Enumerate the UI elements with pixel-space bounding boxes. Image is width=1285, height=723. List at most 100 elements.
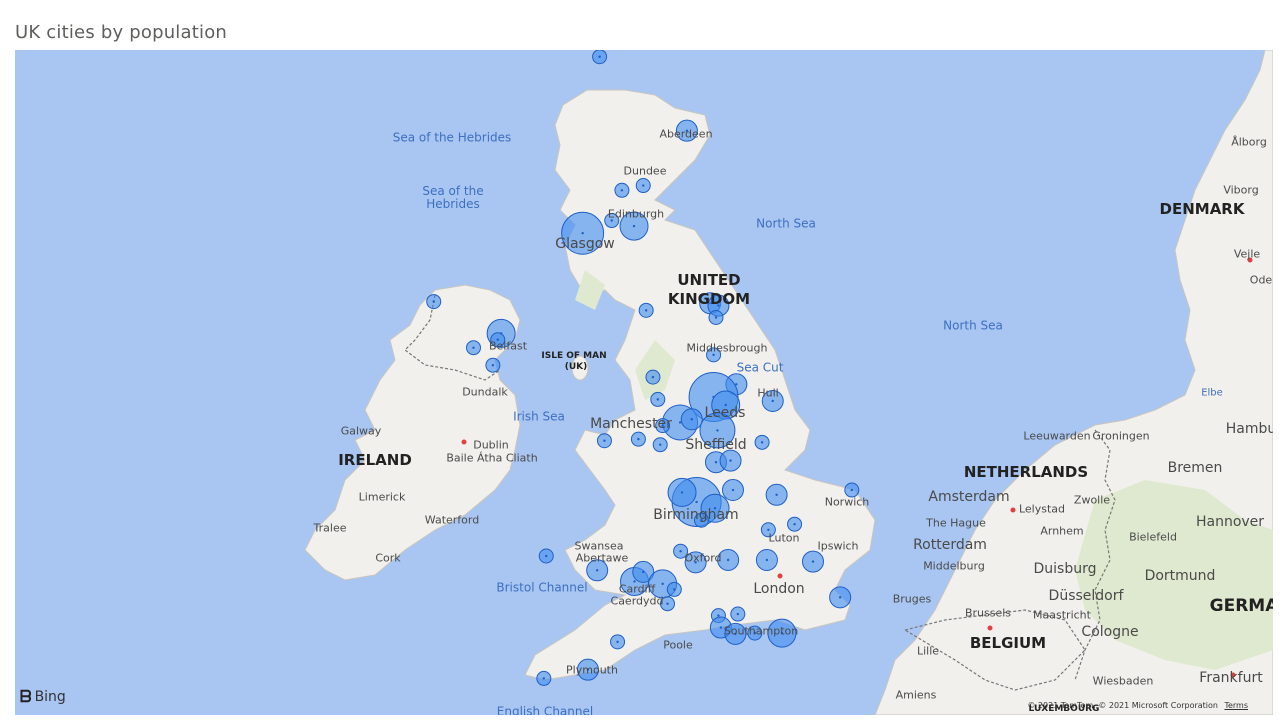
label-sheffield: Sheffield (685, 437, 747, 453)
label-germany: GERMA (1209, 596, 1273, 616)
label-cork: Cork (375, 551, 401, 565)
city-bubble-center-2 (642, 184, 645, 187)
city-bubble-center-10 (644, 309, 648, 312)
bing-b-icon: ᗷ (20, 687, 32, 706)
map-canvas[interactable]: Sea of the Hebrides Sea of the Hebrides … (15, 50, 1273, 715)
label-hull: Hull (757, 386, 779, 400)
label-ireland: IRELAND (338, 451, 412, 469)
label-middelburg: Middelburg (923, 559, 985, 573)
label-vejle: Vejle (1233, 247, 1261, 261)
bing-logo-text: Bing (34, 689, 66, 705)
city-bubble-center-60 (780, 631, 784, 635)
label-north-sea-2: North Sea (943, 318, 1003, 333)
label-norwich: Norwich (824, 495, 870, 509)
city-bubble-center-49 (633, 580, 636, 583)
label-maastricht: Maastricht (1033, 608, 1091, 622)
label-leeuwarden: Leeuwarden (1023, 429, 1091, 443)
label-luton: Luton (768, 531, 800, 545)
label-birmingham: Birmingham (653, 507, 739, 523)
label-baile-atha-cliath: Baile Átha Cliath (446, 451, 538, 465)
land-isle-of-man (571, 355, 589, 381)
city-bubble-center-51 (661, 582, 664, 586)
city-bubble-center-59 (753, 631, 756, 635)
city-bubble-center-39 (850, 488, 853, 492)
border-netherlands-germany (1074, 429, 1116, 681)
label-edinburgh: Edinburgh (607, 207, 665, 221)
label-hannover: Hannover (1195, 514, 1265, 530)
label-bremen: Bremen (1167, 460, 1223, 476)
city-bubble-center-27 (603, 439, 606, 442)
label-dundalk: Dundalk (462, 385, 508, 399)
label-rotterdam: Rotterdam (913, 537, 987, 553)
label-middlesbrough: Middlesbrough (686, 341, 768, 355)
bing-logo[interactable]: ᗷ Bing (20, 687, 66, 707)
city-bubble-center-9 (714, 316, 718, 319)
city-bubble-center-38 (775, 493, 778, 496)
city-bubble-center-46 (811, 560, 815, 563)
label-uk-line1: UNITED (677, 271, 741, 289)
label-dusseldorf: Düsseldorf (1048, 588, 1124, 604)
label-galway: Galway (340, 424, 382, 438)
label-swansea: Swansea (574, 539, 624, 553)
city-bubble-center-5 (632, 224, 636, 228)
label-elbe: Elbe (1201, 387, 1223, 399)
city-bubble-center-50 (642, 570, 645, 574)
city-bubble-center-42 (679, 550, 682, 553)
label-bristol-channel: Bristol Channel (496, 580, 588, 595)
city-bubble-center-47 (545, 554, 548, 558)
city-bubble-center-33 (731, 488, 735, 492)
city-bubble-center-45 (765, 558, 769, 562)
label-dublin: Dublin (473, 438, 509, 452)
city-bubble-center-40 (793, 523, 796, 526)
label-hambu: Hambu (1225, 421, 1273, 437)
city-dot-frankfurt (1230, 672, 1236, 678)
label-isle-of-man: ISLE OF MAN (541, 351, 607, 361)
label-arnhem: Arnhem (1040, 524, 1084, 538)
city-bubble-center-3 (620, 189, 624, 192)
city-bubble-center-16 (712, 353, 715, 357)
city-bubble-center-35 (680, 491, 684, 494)
label-ode: Ode (1249, 273, 1273, 287)
label-caerdydd: Caerdydd (610, 594, 664, 608)
label-zwolle: Zwolle (1073, 493, 1111, 507)
city-bubble-center-61 (616, 640, 619, 644)
label-limerick: Limerick (358, 490, 406, 504)
label-dortmund: Dortmund (1144, 568, 1216, 584)
city-bubble-center-43 (694, 561, 697, 564)
label-viborg: Viborg (1223, 183, 1259, 197)
city-dot-amsterdam (1010, 507, 1016, 513)
label-oxford: Oxford (684, 551, 722, 565)
city-bubble-center-18 (735, 383, 738, 386)
label-duisburg: Duisburg (1033, 561, 1097, 577)
label-london: London (753, 581, 805, 597)
city-dot-denmark (1247, 257, 1253, 263)
city-bubble-center-1 (685, 129, 689, 132)
city-bubble-center-56 (736, 612, 740, 616)
city-bubble-center-31 (714, 460, 718, 464)
city-bubble-center-41 (767, 528, 770, 531)
city-bubble-center-19 (771, 399, 774, 403)
city-dot-dublin (461, 439, 467, 445)
city-dot-brussels (987, 625, 993, 631)
map-terms-link[interactable]: Terms (1224, 701, 1248, 710)
label-netherlands: NETHERLANDS (963, 463, 1089, 481)
label-amsterdam: Amsterdam (928, 489, 1010, 505)
city-bubble-center-22 (724, 403, 727, 407)
city-bubble-center-63 (542, 677, 546, 680)
city-bubble-center-44 (726, 558, 730, 562)
city-bubble-center-14 (472, 346, 475, 349)
land-greenery (1075, 480, 1273, 670)
city-bubble-center-20 (656, 398, 659, 401)
label-abertawe: Abertawe (575, 551, 629, 565)
label-leeds: Leeds (704, 405, 746, 421)
city-bubble-center-57 (719, 626, 723, 629)
label-glasgow: Glasgow (555, 236, 615, 252)
label-cardiff: Cardiff (618, 582, 656, 596)
label-lelystad: Lelystad (1018, 502, 1066, 516)
border-belgium (903, 609, 1086, 691)
land-ireland (304, 284, 521, 581)
city-bubble-center-23 (678, 421, 682, 424)
label-groningen: Groningen (1092, 429, 1150, 443)
city-bubble-center-54 (838, 596, 842, 599)
city-bubble-center-26 (716, 429, 719, 432)
